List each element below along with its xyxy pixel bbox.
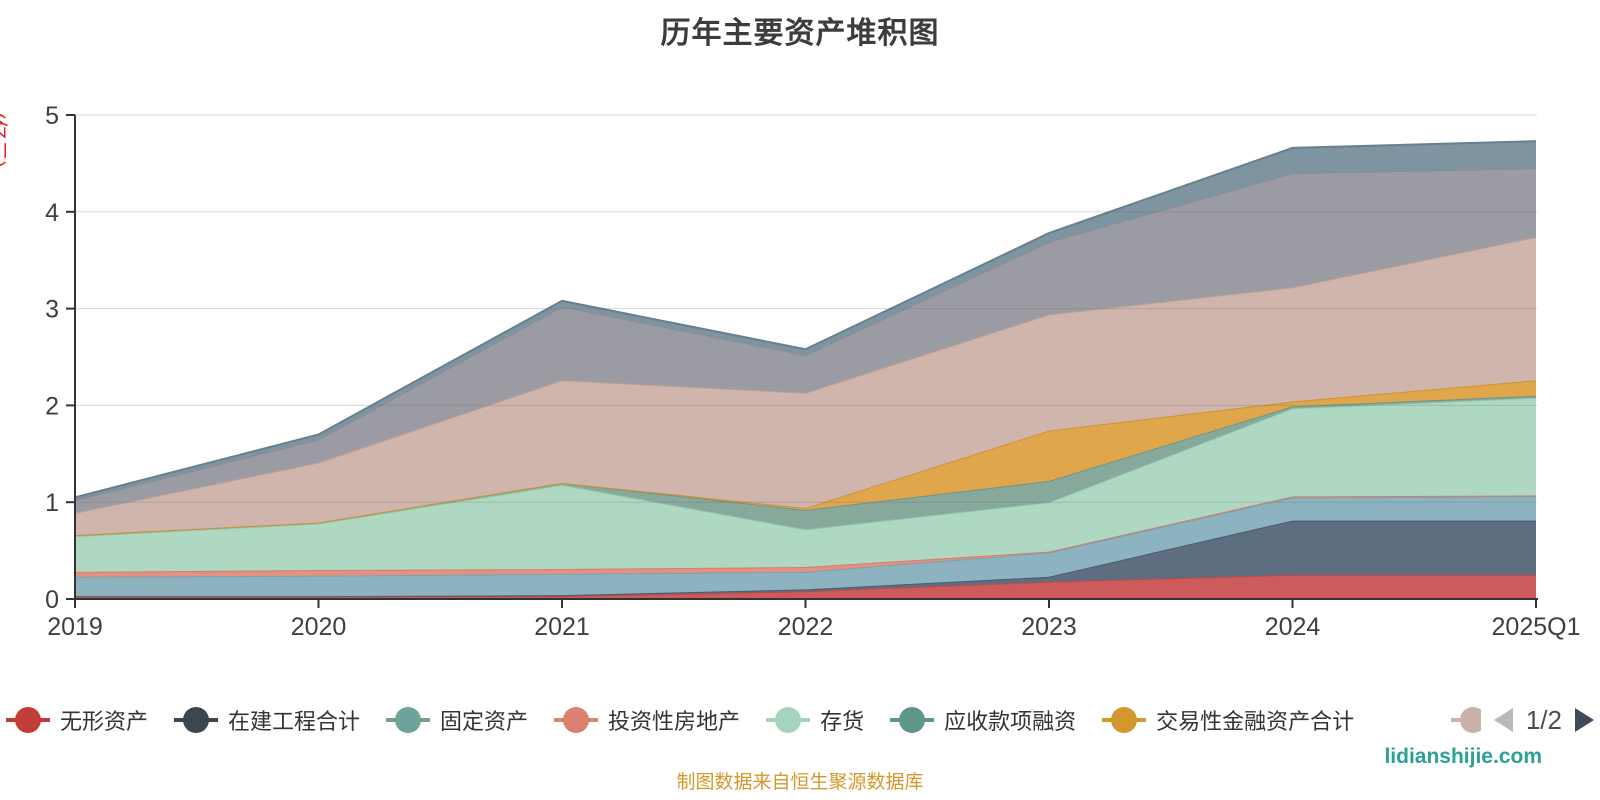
y-tick-label: 3 [45, 296, 59, 324]
x-tick-label: 2021 [534, 613, 590, 641]
area-unlabeled-tan [75, 236, 1536, 536]
legend-marker-icon [174, 706, 219, 734]
legend-next-button[interactable] [1575, 708, 1594, 732]
legend-item-1[interactable]: 在建工程合计 [174, 704, 360, 736]
legend-item-3[interactable]: 投资性房地产 [554, 704, 740, 736]
y-tick-label: 0 [45, 586, 59, 614]
legend-label: 应收款项融资 [944, 709, 1077, 734]
legend-marker-icon [890, 706, 935, 734]
legend-label: 在建工程合计 [228, 709, 361, 734]
legend-item-2[interactable]: 固定资产 [386, 704, 528, 736]
area-edge-unlabeled-bluegray [74, 140, 1537, 499]
x-tick-label: 2024 [1265, 613, 1321, 641]
legend-page-indicator: 1/2 [1525, 704, 1562, 735]
y-tick-label: 1 [45, 489, 59, 517]
legend-item-partial[interactable] [1450, 706, 1481, 734]
x-tick-label: 2025Q1 [1492, 613, 1581, 641]
legend-label: 存货 [820, 709, 865, 734]
legend-item-6[interactable]: 交易性金融资产合计 [1102, 704, 1354, 736]
legend-label: 无形资产 [60, 709, 149, 734]
legend-item-0[interactable]: 无形资产 [6, 704, 148, 736]
x-tick-label: 2023 [1021, 613, 1077, 641]
legend-marker-icon [766, 706, 811, 734]
legend-item-4[interactable]: 存货 [766, 704, 864, 736]
area-construction-in-progress [75, 520, 1536, 597]
area-intangible-assets [75, 574, 1536, 599]
legend-pagination: 1/2 [1450, 704, 1594, 736]
legend-label: 投资性房地产 [608, 709, 741, 734]
legend: 无形资产 在建工程合计 固定资产 投资性房地产 存货 应收款项融资 交易性金融资产合计 1/… [6, 699, 1594, 741]
legend-marker-icon [554, 706, 599, 734]
area-unlabeled-gray [75, 168, 1536, 513]
watermark: lidianshijie.com [1384, 745, 1542, 768]
legend-label: 交易性金融资产合计 [1156, 709, 1355, 734]
area-inventory [75, 397, 1536, 572]
legend-item-5[interactable]: 应收款项融资 [890, 704, 1076, 736]
stacked-area-plot: 0 1 2 3 4 5 2019 2020 2021 2022 2023 2024 2025Q1 [45, 102, 1581, 641]
legend-label: 固定资产 [440, 709, 529, 734]
x-tick-label: 2022 [778, 613, 834, 641]
area-fixed-assets [75, 496, 1536, 597]
legend-marker-partial-icon [1450, 706, 1481, 734]
legend-prev-button[interactable] [1493, 708, 1513, 732]
legend-marker-icon [6, 706, 50, 734]
y-tick-label: 4 [45, 199, 59, 227]
legend-marker-icon [1102, 706, 1147, 734]
y-tick-label: 2 [45, 392, 59, 420]
x-tick-label: 2020 [291, 613, 347, 641]
data-source-note: 制图数据来自恒生聚源数据库 [676, 772, 924, 793]
legend-marker-icon [386, 706, 431, 734]
x-tick-label: 2019 [47, 613, 103, 641]
area-trading-financial-assets [75, 380, 1536, 536]
y-tick-label: 5 [45, 102, 59, 130]
chart-title: 历年主要资产堆积图 [660, 17, 940, 50]
